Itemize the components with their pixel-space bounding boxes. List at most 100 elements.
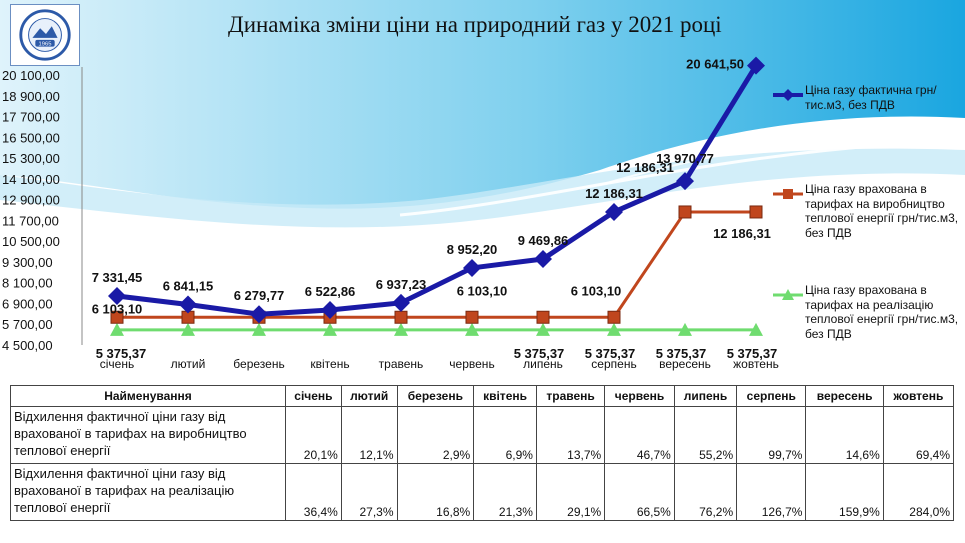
- data-label: 5 375,37: [96, 346, 147, 361]
- table-cell: 6,9%: [473, 406, 537, 464]
- table-cell: 13,7%: [535, 406, 606, 464]
- data-label: 6 937,23: [376, 277, 427, 292]
- legend-label-sales-tariff: Ціна газу врахована в тарифах на реаліза…: [805, 283, 959, 341]
- data-point-diamond: [534, 249, 552, 268]
- data-point-triangle: [110, 322, 124, 336]
- data-point-square: [607, 310, 621, 324]
- table-cell: 284,0%: [882, 463, 955, 521]
- data-point-triangle: [252, 322, 266, 336]
- company-logo: 1965: [10, 4, 80, 66]
- table-cell: 2,9%: [396, 406, 475, 464]
- data-label: 6 279,77: [234, 288, 285, 303]
- data-point-diamond: [250, 305, 268, 324]
- data-point-square: [536, 310, 550, 324]
- table-cell: 36,4%: [285, 463, 342, 521]
- table-cell: 69,4%: [882, 406, 955, 464]
- table-header-cell: березень: [396, 385, 475, 407]
- data-point-diamond: [108, 286, 126, 305]
- table-header-cell: серпень: [736, 385, 807, 407]
- data-point-diamond: [747, 56, 765, 75]
- legend-label-production-tariff: Ціна газу врахована в тарифах на виробни…: [805, 182, 959, 240]
- data-label: 5 375,37: [514, 346, 565, 361]
- legend-item-sales-tariff: Ціна газу врахована в тарифах на реаліза…: [773, 283, 963, 341]
- data-point-diamond: [676, 172, 694, 191]
- y-tick-label: 17 700,00: [2, 110, 60, 125]
- table-row-name: Відхилення фактичної ціни газу від врахо…: [10, 406, 286, 464]
- series-line: [116, 64, 759, 317]
- data-point-triangle: [749, 322, 763, 336]
- slide-title: Динаміка зміни ціни на природний газ у 2…: [228, 12, 722, 37]
- y-tick-label: 6 900,00: [2, 296, 53, 311]
- x-tick-label: квітень: [310, 357, 349, 371]
- x-tick-label: червень: [449, 357, 494, 371]
- data-label: 13 970,77: [656, 151, 714, 166]
- table-cell: 29,1%: [535, 463, 606, 521]
- data-point-diamond: [463, 258, 481, 277]
- data-label: 6 103,10: [457, 283, 508, 298]
- data-point-diamond: [392, 293, 410, 312]
- y-tick-label: 4 500,00: [2, 338, 53, 353]
- data-point-square: [394, 310, 408, 324]
- table-cell: 76,2%: [673, 463, 738, 521]
- table-cell: 66,5%: [604, 463, 675, 521]
- data-label: 12 186,31: [713, 226, 771, 241]
- y-tick-label: 9 300,00: [2, 255, 53, 270]
- data-label: 12 186,31: [616, 160, 674, 175]
- data-label: 6 103,10: [92, 301, 143, 316]
- y-tick-label: 5 700,00: [2, 317, 53, 332]
- data-label: 5 375,37: [656, 346, 707, 361]
- data-label: 6 841,15: [163, 278, 214, 293]
- y-tick-label: 10 500,00: [2, 234, 60, 249]
- x-tick-label: вересень: [659, 357, 711, 371]
- x-tick-label: жовтень: [733, 357, 779, 371]
- y-tick-label: 20 100,00: [2, 68, 60, 83]
- x-tick-label: липень: [523, 357, 563, 371]
- table-row: Відхилення фактичної ціни газу від врахо…: [10, 406, 955, 464]
- y-tick-label: 16 500,00: [2, 130, 60, 145]
- data-point-triangle: [323, 322, 337, 336]
- data-label: 12 186,31: [585, 186, 643, 201]
- x-tick-label: березень: [233, 357, 284, 371]
- price-line-chart: 4 500,00 5 700,00 6 900,00 8 100,00 9 300,00…: [2, 56, 779, 371]
- table-cell: 55,2%: [673, 406, 738, 464]
- deviation-table: Найменування січень лютий березень квіте…: [10, 385, 955, 521]
- data-point-triangle: [465, 322, 479, 336]
- table-row-name: Відхилення фактичної ціни газу від врахо…: [10, 463, 286, 521]
- data-label: 20 641,50: [686, 57, 744, 72]
- data-point-square: [110, 310, 124, 324]
- data-label: 9 469,86: [518, 233, 569, 248]
- data-label: 6 522,86: [305, 284, 356, 299]
- data-point-diamond: [605, 202, 623, 221]
- y-tick-label: 8 100,00: [2, 276, 53, 291]
- data-point-diamond: [179, 295, 197, 314]
- legend-marker-diamond-icon: [773, 89, 803, 101]
- table-cell: 46,7%: [604, 406, 675, 464]
- table-header-cell: квітень: [473, 385, 537, 407]
- table-cell: 21,3%: [473, 463, 537, 521]
- logo-year: 1965: [39, 42, 52, 48]
- legend-item-actual: Ціна газу фактична грн/тис.м3, без ПДВ: [773, 83, 963, 112]
- data-point-square: [678, 205, 692, 219]
- data-point-triangle: [607, 322, 621, 336]
- table-header-cell: жовтень: [882, 385, 955, 407]
- table-header-cell: травень: [535, 385, 606, 407]
- data-label: 6 103,10: [571, 283, 622, 298]
- data-point-diamond: [321, 300, 339, 319]
- legend-marker-square-icon: [773, 189, 803, 199]
- table-cell: 20,1%: [285, 406, 342, 464]
- x-tick-label: лютий: [171, 357, 206, 371]
- y-tick-label: 12 900,00: [2, 193, 60, 208]
- table-row: Відхилення фактичної ціни газу від врахо…: [10, 463, 955, 521]
- legend-label-actual: Ціна газу фактична грн/тис.м3, без ПДВ: [805, 83, 937, 112]
- table-cell: 12,1%: [340, 406, 398, 464]
- table-cell: 99,7%: [736, 406, 807, 464]
- data-label: 7 331,45: [92, 270, 143, 285]
- legend-item-production-tariff: Ціна газу врахована в тарифах на виробни…: [773, 182, 963, 240]
- table-header-cell: червень: [604, 385, 675, 407]
- data-label: 5 375,37: [727, 346, 778, 361]
- table-cell: 14,6%: [805, 406, 884, 464]
- table-header-cell: Найменування: [10, 385, 286, 407]
- x-tick-label: січень: [100, 357, 134, 371]
- x-tick-label: травень: [379, 357, 424, 371]
- data-point-square: [465, 310, 479, 324]
